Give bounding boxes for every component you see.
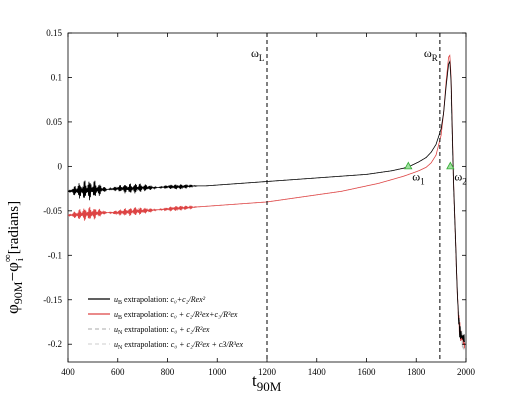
y-axis-ticks: -0.2 -0.15 -0.1 -0.05 0 0.05 0.1 0.15: [43, 28, 466, 349]
y-tick-label: -0.2: [48, 339, 62, 349]
y-tick-label: 0.1: [51, 72, 62, 82]
legend: uB extrapolation: c₀+c₂/Rex² uB extrapola…: [84, 291, 262, 357]
x-axis-label-sub: 90M: [257, 379, 282, 394]
x-axis-label: t90M: [252, 371, 282, 394]
x-tick-label: 1400: [308, 367, 327, 377]
marker-label: ω1: [412, 169, 424, 186]
x-tick-label: 1000: [208, 367, 227, 377]
y-axis-label-sup: ∞: [2, 254, 14, 262]
y-axis-label-sub2: i: [14, 258, 26, 261]
series-line: [67, 54, 466, 349]
x-tick-label: 1800: [407, 367, 426, 377]
x-tick-label: 400: [61, 367, 75, 377]
y-axis-label-unit: [radians]: [6, 201, 22, 254]
legend-entry: uN extrapolation: c₀ + c₂/R²ex + c3/R³ex: [114, 340, 243, 351]
x-axis-ticks: 400 600 800 1000 1200 1400 1600 1800 2000: [61, 33, 476, 377]
legend-box: [84, 291, 262, 357]
legend-entry: uB extrapolation: c₀+c₂/Rex²: [114, 295, 206, 306]
x-tick-label: 600: [111, 367, 125, 377]
y-axis-label-minus: −φ: [3, 262, 22, 282]
vline-layer: ωL ωR: [251, 33, 441, 362]
y-tick-label: 0.05: [46, 117, 62, 127]
x-tick-label: 800: [161, 367, 175, 377]
x-tick-label: 2000: [457, 367, 476, 377]
vertical-line-label: ωR: [424, 46, 438, 63]
y-axis-label-base: φ: [3, 304, 22, 314]
x-tick-label: 1200: [258, 367, 277, 377]
frequency-marker: [446, 161, 455, 170]
vertical-line-label: ωL: [251, 46, 264, 63]
y-tick-label: 0: [58, 161, 63, 171]
x-axis-label-base: t: [252, 371, 257, 390]
y-axis-label-sub: 90M: [11, 281, 25, 304]
legend-entry: uB extrapolation: c₀ + c₂/R²ex+c₃/R³ex: [114, 310, 238, 321]
y-tick-label: -0.05: [43, 206, 62, 216]
legend-entry: uN extrapolation: c₀ + c₂/R²ex: [114, 325, 210, 336]
y-tick-label: -0.15: [43, 295, 62, 305]
x-tick-label: 1600: [358, 367, 377, 377]
y-tick-label: 0.15: [46, 28, 62, 38]
y-tick-label: -0.1: [48, 250, 62, 260]
series-layer: [67, 54, 466, 352]
series-line: [67, 60, 466, 343]
frequency-marker: [404, 161, 413, 170]
y-axis-label: φ90M−φ∞i [radians]: [2, 201, 26, 314]
marker-label: ω2: [454, 169, 466, 186]
marker-layer: ω1 ω2: [404, 161, 467, 186]
